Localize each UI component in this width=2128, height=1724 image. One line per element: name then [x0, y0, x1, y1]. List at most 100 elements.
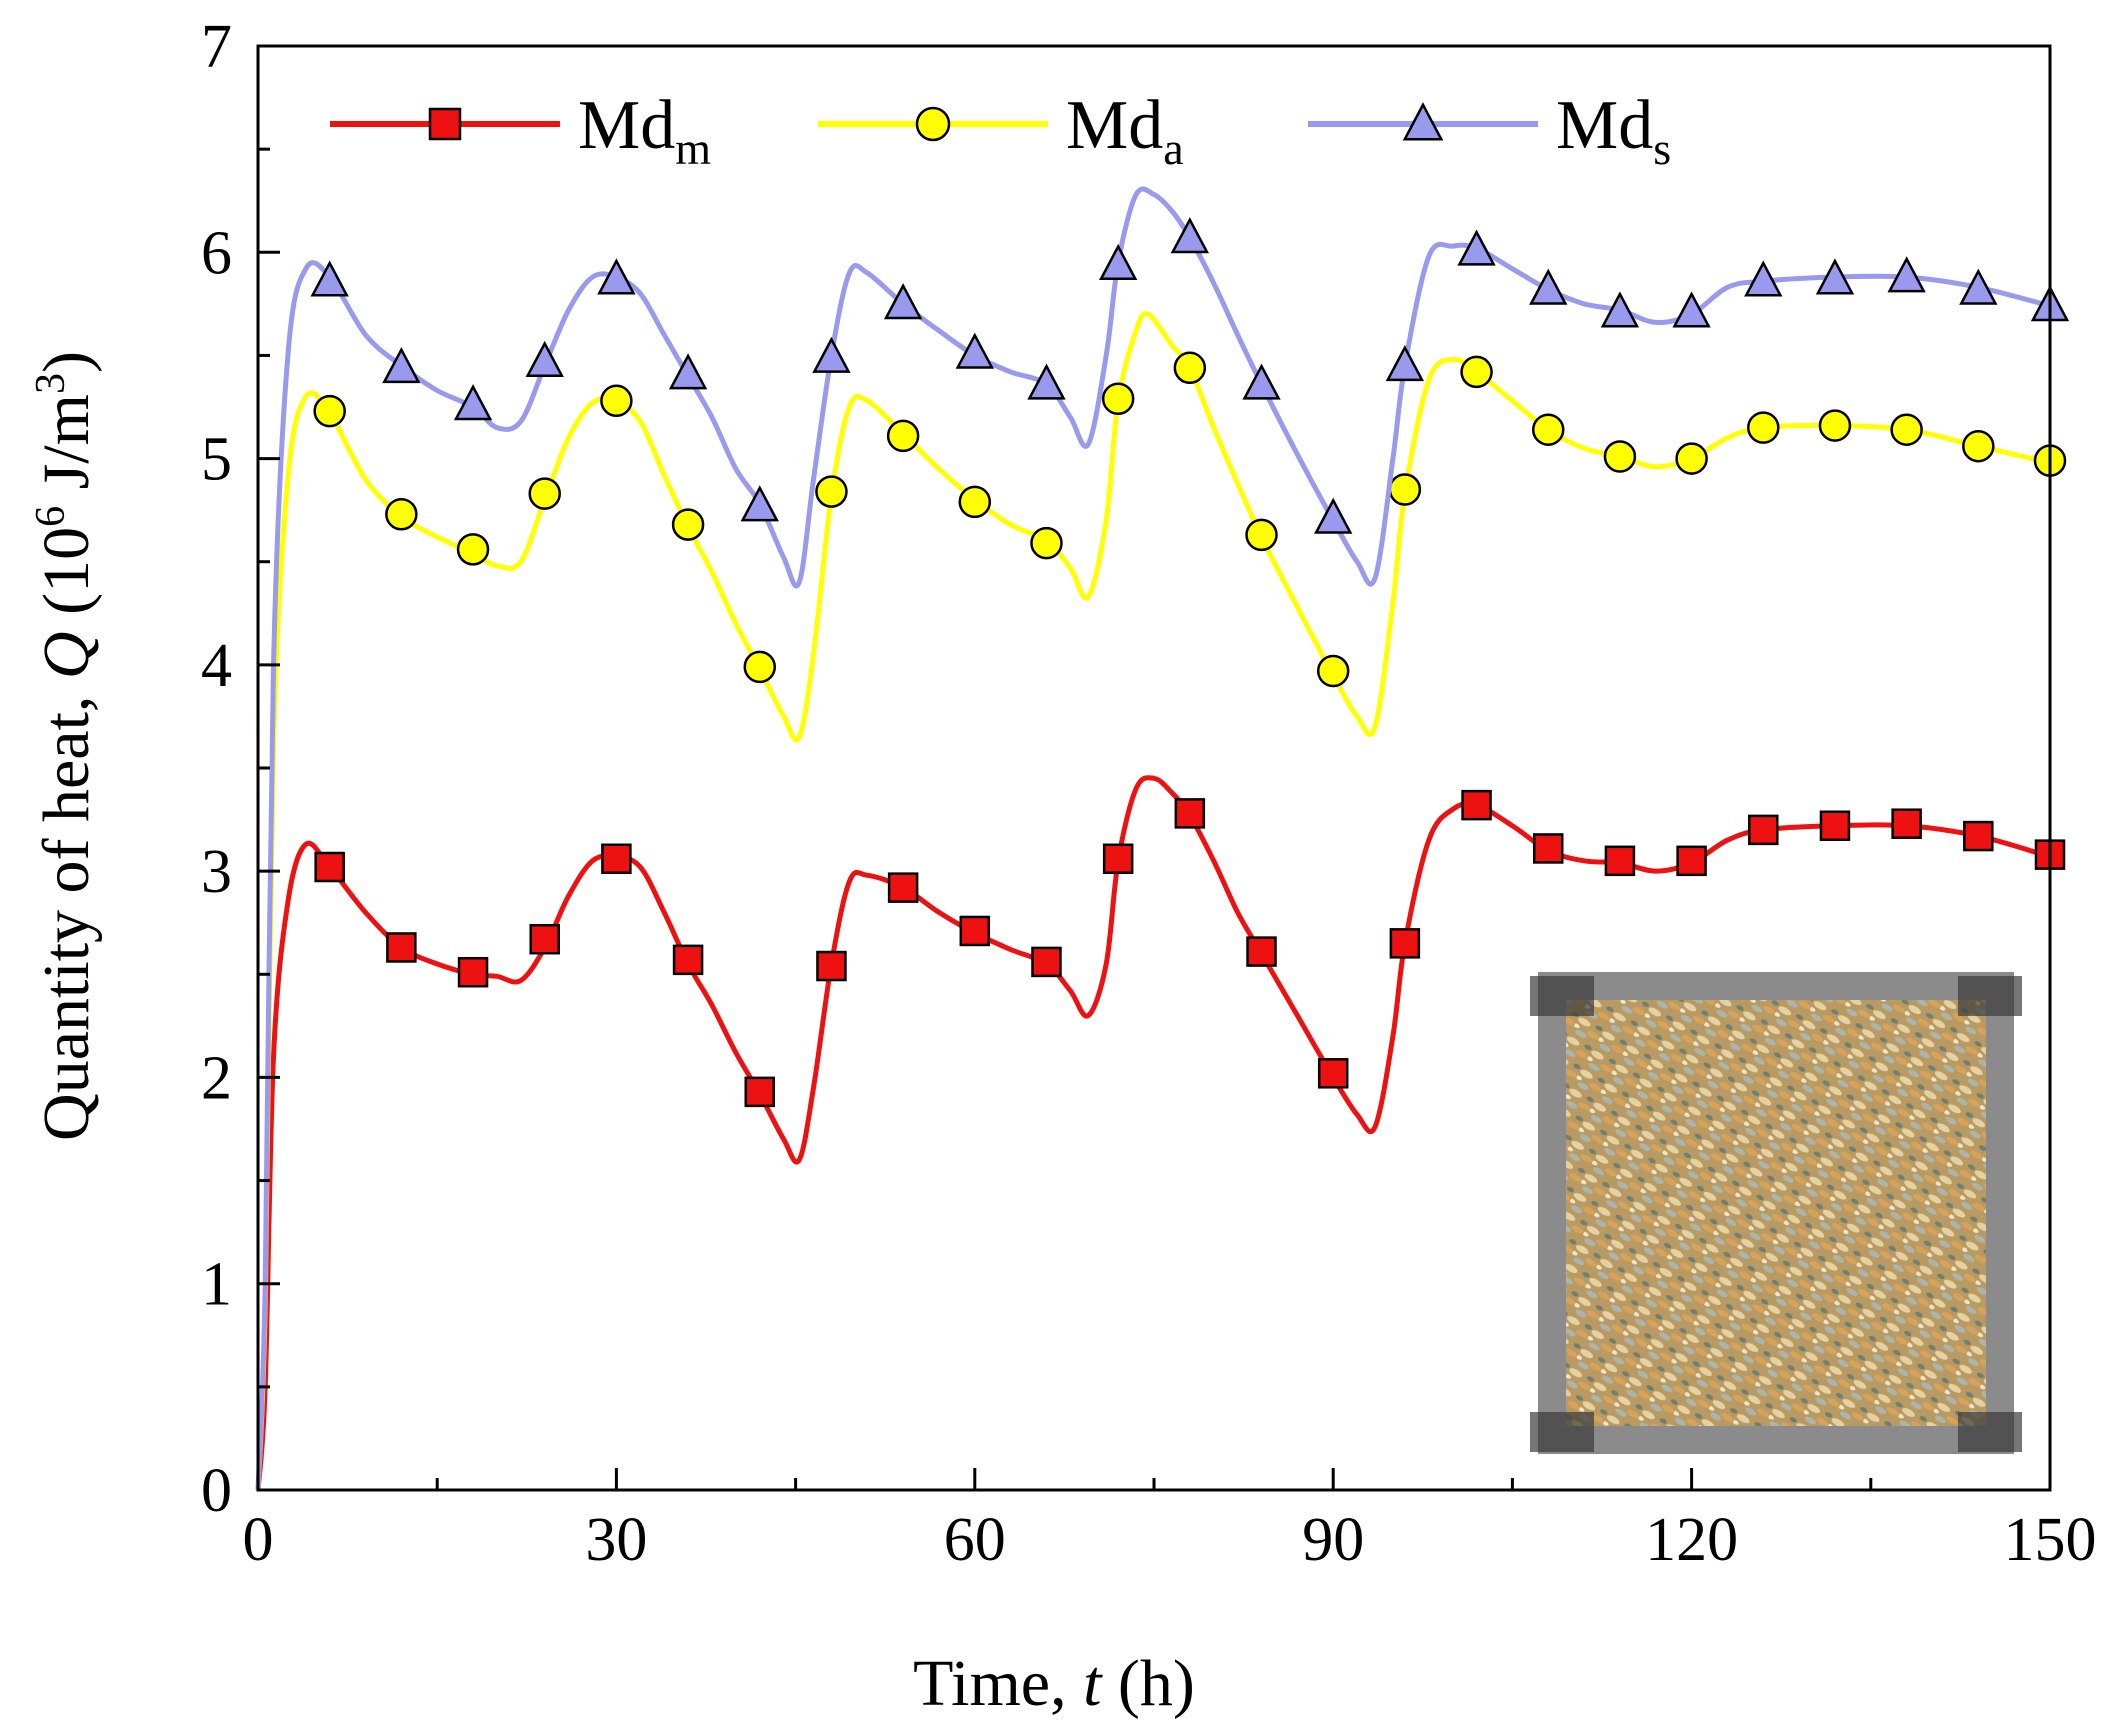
series-s	[255, 186, 2070, 1491]
data-point-a-19	[1675, 442, 1708, 475]
data-point-s-12	[1170, 217, 1210, 254]
data-point-s-0	[310, 260, 349, 297]
data-point-a-4	[600, 384, 633, 418]
data-point-s-9	[955, 332, 994, 369]
y-tick-label: 4	[201, 632, 232, 700]
data-point-s-21	[1815, 258, 1855, 295]
data-point-m-23	[1963, 820, 1994, 852]
data-point-a-16	[1460, 355, 1493, 389]
data-point-s-8	[883, 283, 923, 320]
data-point-s-22	[1887, 256, 1926, 293]
data-point-m-3	[529, 923, 560, 955]
legend-entry-a: Mda	[818, 87, 1184, 174]
data-point-m-14	[1317, 1058, 1349, 1089]
data-point-s-6	[740, 485, 779, 522]
y-tick-label: 0	[201, 1457, 232, 1525]
x-axis-title: Time, t (h)	[913, 1647, 1195, 1720]
data-point-m-9	[959, 915, 991, 947]
legend-entry-m: Mdm	[330, 87, 711, 174]
data-point-a-2	[456, 533, 490, 566]
inset-photo	[1530, 972, 2022, 1454]
data-point-a-18	[1603, 440, 1637, 473]
data-point-m-19	[1676, 845, 1707, 877]
data-point-m-15	[1389, 928, 1421, 959]
data-point-s-14	[1314, 497, 1353, 534]
legend-marker-a	[915, 106, 951, 142]
y-tick-label: 5	[201, 426, 232, 494]
axes-layer: 0 30 60 90 120 150 0 1 2 3 4 5 6 7	[201, 13, 2097, 1574]
series-a	[255, 311, 2067, 1491]
data-point-a-13	[1245, 518, 1278, 552]
data-point-m-13	[1246, 936, 1277, 967]
data-point-a-5	[671, 508, 705, 541]
data-point-s-13	[1242, 363, 1281, 400]
data-point-s-11	[1098, 243, 1138, 281]
data-point-a-21	[1818, 409, 1852, 442]
data-point-a-6	[743, 650, 777, 684]
data-point-m-0	[314, 851, 345, 883]
data-point-m-16	[1461, 789, 1492, 821]
data-point-s-10	[1027, 363, 1066, 400]
data-point-m-8	[887, 872, 919, 903]
legend-entry-s: Mds	[1308, 87, 1671, 174]
data-point-a-23	[1962, 429, 1995, 463]
data-point-m-1	[386, 932, 417, 963]
data-point-s-2	[453, 384, 493, 421]
data-point-a-3	[528, 477, 561, 510]
data-point-s-20	[1744, 260, 1783, 297]
data-point-m-10	[1031, 946, 1062, 978]
x-tick-label: 30	[585, 1506, 647, 1574]
data-point-s-1	[382, 347, 421, 384]
data-point-s-4	[597, 258, 636, 295]
legend-label-m: Mdm	[578, 87, 711, 174]
legend-label-s: Mds	[1556, 87, 1671, 174]
data-point-s-18	[1600, 291, 1640, 328]
data-point-a-1	[385, 498, 418, 531]
x-tick-label: 120	[1645, 1506, 1738, 1574]
data-point-a-9	[958, 485, 992, 519]
legend: Mdm Mda Mds	[330, 87, 1671, 174]
series-m	[255, 775, 2066, 1491]
legend-marker-s	[1402, 102, 1444, 141]
data-point-a-11	[1101, 382, 1135, 415]
series-line-s	[255, 186, 2051, 1491]
data-point-a-15	[1388, 473, 1422, 506]
data-point-s-19	[1672, 291, 1711, 328]
data-point-s-7	[812, 336, 851, 373]
data-point-m-20	[1748, 814, 1779, 846]
data-point-a-14	[1316, 654, 1350, 688]
data-point-m-21	[1819, 810, 1851, 842]
x-tick-label: 150	[2004, 1506, 2097, 1574]
data-point-m-22	[1891, 808, 1922, 839]
y-tick-label: 7	[201, 13, 232, 81]
x-tick-label: 60	[944, 1506, 1006, 1574]
data-point-m-18	[1604, 845, 1636, 877]
y-tick-label: 1	[201, 1251, 232, 1319]
data-point-s-23	[1959, 268, 1998, 305]
data-point-m-17	[1532, 833, 1564, 864]
legend-marker-m	[428, 107, 462, 141]
data-point-m-4	[601, 843, 632, 875]
data-point-m-6	[744, 1076, 776, 1108]
data-point-s-15	[1385, 344, 1425, 382]
data-point-a-22	[1890, 413, 1923, 446]
y-tick-label: 6	[201, 219, 232, 287]
series-layer	[255, 186, 2070, 1491]
y-axis-title: Quantity of heat, Q (106 J/m3)	[28, 351, 103, 1141]
data-point-m-2	[457, 956, 489, 988]
data-point-a-20	[1747, 411, 1780, 444]
data-point-s-17	[1529, 268, 1568, 305]
x-tick-label: 0	[243, 1506, 274, 1574]
data-point-s-5	[668, 353, 708, 390]
data-point-m-5	[672, 944, 704, 976]
data-point-a-10	[1030, 526, 1063, 560]
series-line-a	[255, 311, 2051, 1491]
data-point-s-16	[1457, 229, 1496, 266]
data-point-s-3	[525, 340, 564, 377]
data-point-m-11	[1102, 843, 1134, 875]
x-tick-label: 90	[1302, 1506, 1364, 1574]
data-point-m-12	[1174, 798, 1206, 829]
data-point-a-8	[886, 419, 920, 453]
data-point-a-12	[1173, 351, 1207, 385]
